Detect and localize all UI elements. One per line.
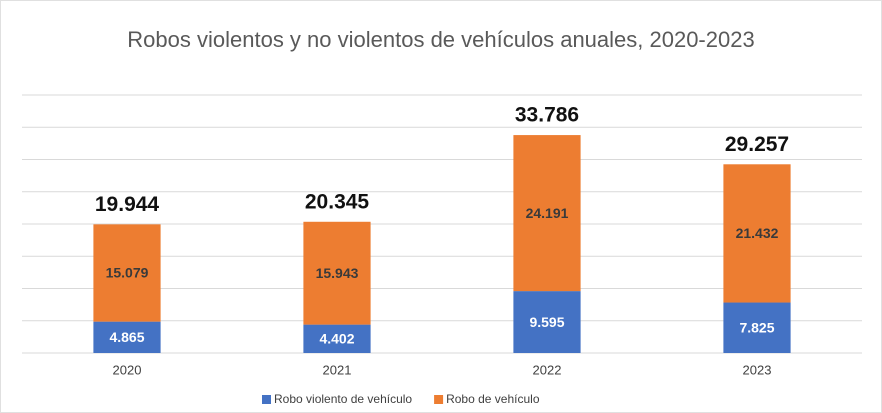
bar-segment <box>513 291 581 353</box>
bar-segment <box>723 164 791 303</box>
legend-swatch <box>262 395 271 404</box>
bar-segment <box>723 302 791 353</box>
legend-swatch <box>434 395 444 404</box>
data-label: 15.943 <box>316 265 359 281</box>
data-label: 4.865 <box>109 329 144 345</box>
total-label: 20.345 <box>305 190 370 213</box>
data-label: 4.402 <box>319 331 354 347</box>
data-label: 21.432 <box>736 225 779 241</box>
bar-segment <box>93 224 161 322</box>
x-tick-label: 2023 <box>743 362 772 377</box>
bar-segment <box>513 135 581 292</box>
data-label: 9.595 <box>529 314 564 330</box>
bar-segment <box>303 324 371 353</box>
legend-label: Robo de vehículo <box>446 392 540 406</box>
bar-segment <box>93 321 161 353</box>
legend-label: Robo violento de vehículo <box>274 392 412 406</box>
x-tick-label: 2022 <box>533 362 562 377</box>
data-label: 7.825 <box>739 319 774 335</box>
data-label: 15.079 <box>106 265 149 281</box>
chart-title: Robos violentos y no violentos de vehícu… <box>127 27 755 52</box>
total-label: 19.944 <box>95 193 160 216</box>
total-label: 29.257 <box>725 133 789 156</box>
total-label: 33.786 <box>515 104 579 127</box>
bar-segment <box>303 221 371 325</box>
x-tick-label: 2020 <box>113 362 142 377</box>
data-label: 24.191 <box>526 205 569 221</box>
x-tick-label: 2021 <box>323 362 352 377</box>
